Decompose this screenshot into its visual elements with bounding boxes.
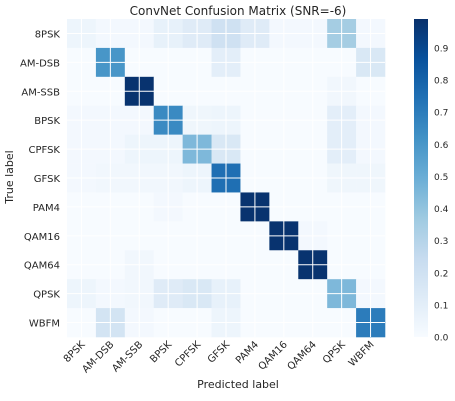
x-tick-label: GFSK <box>206 339 233 366</box>
colorbar-tick-label: 0.6 <box>434 141 449 151</box>
chart-title: ConvNet Confusion Matrix (SNR=-6) <box>130 4 347 18</box>
x-tick-label: AM-SSB <box>110 339 145 374</box>
x-tick-label: 8PSK <box>62 339 88 365</box>
colorbar-tick-label: 0.5 <box>434 173 448 183</box>
x-tick-label: QAM16 <box>257 339 290 372</box>
colorbar-tick-label: 0.4 <box>434 205 449 215</box>
y-tick-labels: 8PSK AM-DSB AM-SSB BPSK CPFSK GFSK PAM4 QAM16 QA… <box>20 29 60 329</box>
colorbar-tick-label: 0.1 <box>434 301 448 311</box>
y-tick-label: QPSK <box>33 290 60 301</box>
y-tick-label: WBFM <box>29 319 60 330</box>
y-tick-label: BPSK <box>34 116 60 127</box>
y-tick-label: GFSK <box>34 174 61 185</box>
y-tick-label: 8PSK <box>35 29 61 40</box>
x-tick-label: PAM4 <box>234 339 261 366</box>
y-tick-label: PAM4 <box>33 203 60 214</box>
colorbar-ticks: 0.0 0.1 0.2 0.3 0.4 0.5 0.6 0.7 0.8 0.9 <box>434 44 449 343</box>
y-tick-label: AM-SSB <box>21 87 60 98</box>
colorbar-tick-label: 0.2 <box>434 269 448 279</box>
colorbar <box>414 19 428 337</box>
y-tick-label: QAM64 <box>24 261 60 272</box>
colorbar-tick-label: 0.0 <box>434 334 449 344</box>
x-axis-label: Predicted label <box>197 378 279 391</box>
x-tick-label: WBFM <box>347 339 377 369</box>
colorbar-tick-label: 0.8 <box>434 77 449 87</box>
colorbar-tick-label: 0.7 <box>434 109 448 119</box>
x-tick-label: BPSK <box>148 339 174 365</box>
colorbar-tick-label: 0.9 <box>434 44 449 54</box>
heatmap-gridlines <box>67 19 385 337</box>
colorbar-tick-label: 0.3 <box>434 237 448 247</box>
y-tick-label: CPFSK <box>29 145 61 156</box>
x-tick-label: QAM64 <box>286 339 319 372</box>
y-axis-label: True label <box>3 150 16 204</box>
y-tick-label: QAM16 <box>24 232 60 243</box>
x-tick-label: AM-DSB <box>80 339 116 375</box>
x-tick-label: CPFSK <box>173 339 203 369</box>
x-tick-label: QPSK <box>321 339 348 366</box>
y-tick-label: AM-DSB <box>20 58 60 69</box>
